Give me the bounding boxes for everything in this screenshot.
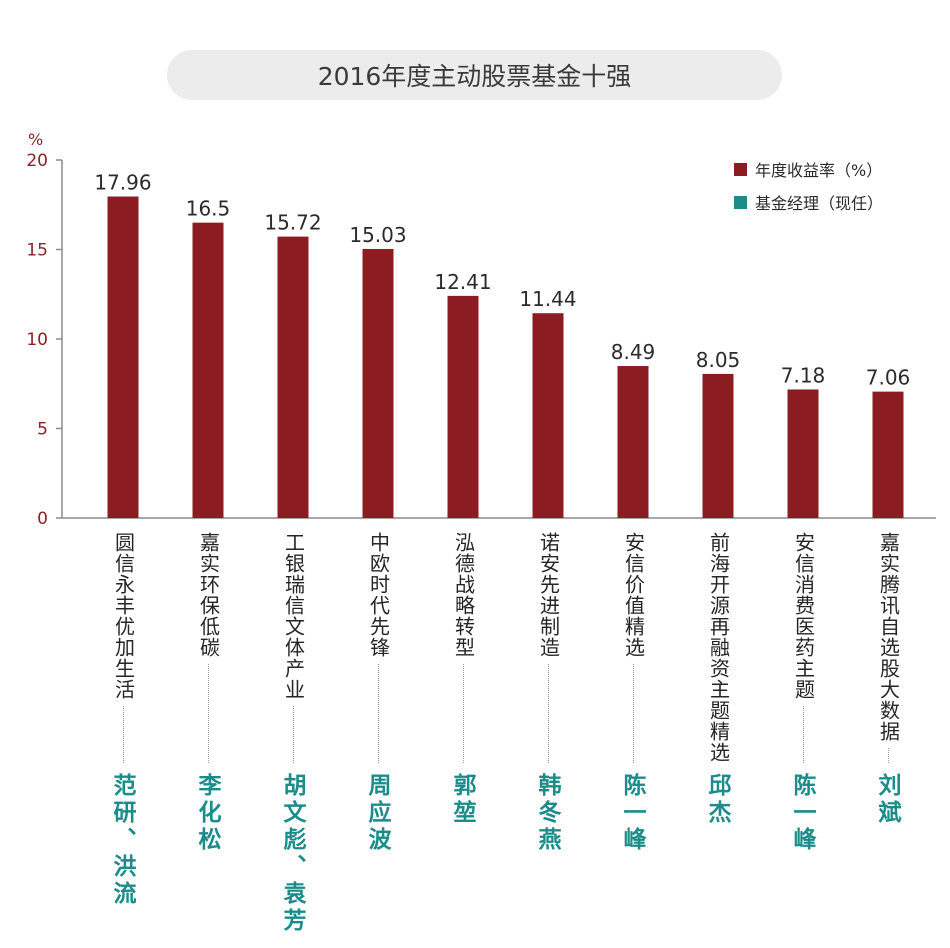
bar (362, 248, 394, 518)
chart-title: 2016年度主动股票基金十强 (167, 50, 782, 100)
category-column: 圆信永丰优加生活 (108, 532, 138, 763)
data-label: 15.03 (349, 223, 406, 247)
category-column: 嘉实环保低碳 (193, 532, 223, 763)
category-label: 前海开源再融资主题精选 (706, 532, 731, 763)
data-label: 11.44 (519, 287, 576, 311)
category-column: 安信价值精选 (618, 532, 648, 763)
fund-manager-label: 胡文彪、袁芳 (279, 773, 305, 935)
fund-manager-label: 范研、洪流 (109, 773, 135, 908)
leader-line (632, 664, 634, 763)
bar (192, 222, 224, 518)
category-label: 中欧时代先锋 (366, 532, 391, 658)
fund-manager-label: 郭堃 (449, 773, 475, 827)
bar (277, 236, 309, 518)
category-column: 泓德战略转型 (448, 532, 478, 763)
fund-manager-label: 邱杰 (704, 773, 730, 827)
bar (872, 391, 904, 518)
fund-manager-label: 韩冬燕 (534, 773, 560, 854)
y-tick-label: 0 (37, 509, 48, 529)
legend-label: 基金经理（现任） (755, 194, 883, 213)
y-tick-label: 20 (26, 151, 48, 171)
legend: 年度收益率（%） 基金经理（现任） (734, 161, 883, 213)
legend-swatch (734, 196, 747, 209)
y-axis-unit: % (28, 130, 43, 149)
value-labels: 17.96 16.5 15.72 15.03 12.41 11.44 8.49 8.05 7.1… (94, 171, 910, 390)
bar (447, 295, 479, 518)
y-tick-label: 5 (37, 420, 48, 440)
leader-line (122, 706, 124, 763)
category-label: 安信价值精选 (621, 532, 646, 658)
bar (787, 389, 819, 518)
category-label: 圆信永丰优加生活 (111, 532, 136, 700)
category-column: 嘉实腾讯自选股大数据 (873, 532, 903, 763)
bar (702, 373, 734, 518)
data-label: 7.18 (781, 363, 826, 387)
category-column: 安信消费医药主题 (788, 532, 818, 763)
y-tick-label: 10 (26, 330, 48, 350)
data-label: 15.72 (264, 211, 321, 235)
data-label: 12.41 (434, 270, 491, 294)
bar (532, 313, 564, 518)
leader-line (547, 664, 549, 763)
data-label: 16.5 (186, 197, 231, 221)
y-tick-label: 15 (26, 241, 48, 261)
fund-manager-label: 陈一峰 (619, 773, 645, 854)
bars (107, 196, 904, 519)
data-label: 8.49 (611, 340, 656, 364)
category-label: 工银瑞信文体产业 (281, 532, 306, 700)
category-label: 泓德战略转型 (451, 532, 476, 658)
y-ticks: 0 5 10 15 20 (26, 151, 62, 529)
category-label: 嘉实腾讯自选股大数据 (876, 532, 901, 742)
category-column: 前海开源再融资主题精选 (703, 532, 733, 769)
bar (107, 196, 139, 519)
category-label: 安信消费医药主题 (791, 532, 816, 700)
leader-line (802, 706, 804, 763)
leader-line (207, 664, 209, 763)
leader-line (377, 664, 379, 763)
fund-manager-label: 周应波 (364, 773, 390, 854)
fund-manager-label: 李化松 (194, 773, 220, 854)
leader-line (292, 706, 294, 763)
category-column: 诺安先进制造 (533, 532, 563, 763)
data-label: 17.96 (94, 171, 151, 195)
category-column: 中欧时代先锋 (363, 532, 393, 763)
leader-line (462, 664, 464, 763)
legend-swatch (734, 163, 747, 176)
category-label: 诺安先进制造 (536, 532, 561, 658)
fund-manager-label: 陈一峰 (789, 773, 815, 854)
bar (617, 366, 649, 518)
category-column: 工银瑞信文体产业 (278, 532, 308, 763)
legend-label: 年度收益率（%） (755, 161, 882, 180)
data-label: 8.05 (696, 348, 741, 372)
leader-line (887, 748, 889, 763)
category-label: 嘉实环保低碳 (196, 532, 221, 658)
data-label: 7.06 (866, 366, 911, 390)
fund-manager-label: 刘斌 (874, 773, 900, 827)
